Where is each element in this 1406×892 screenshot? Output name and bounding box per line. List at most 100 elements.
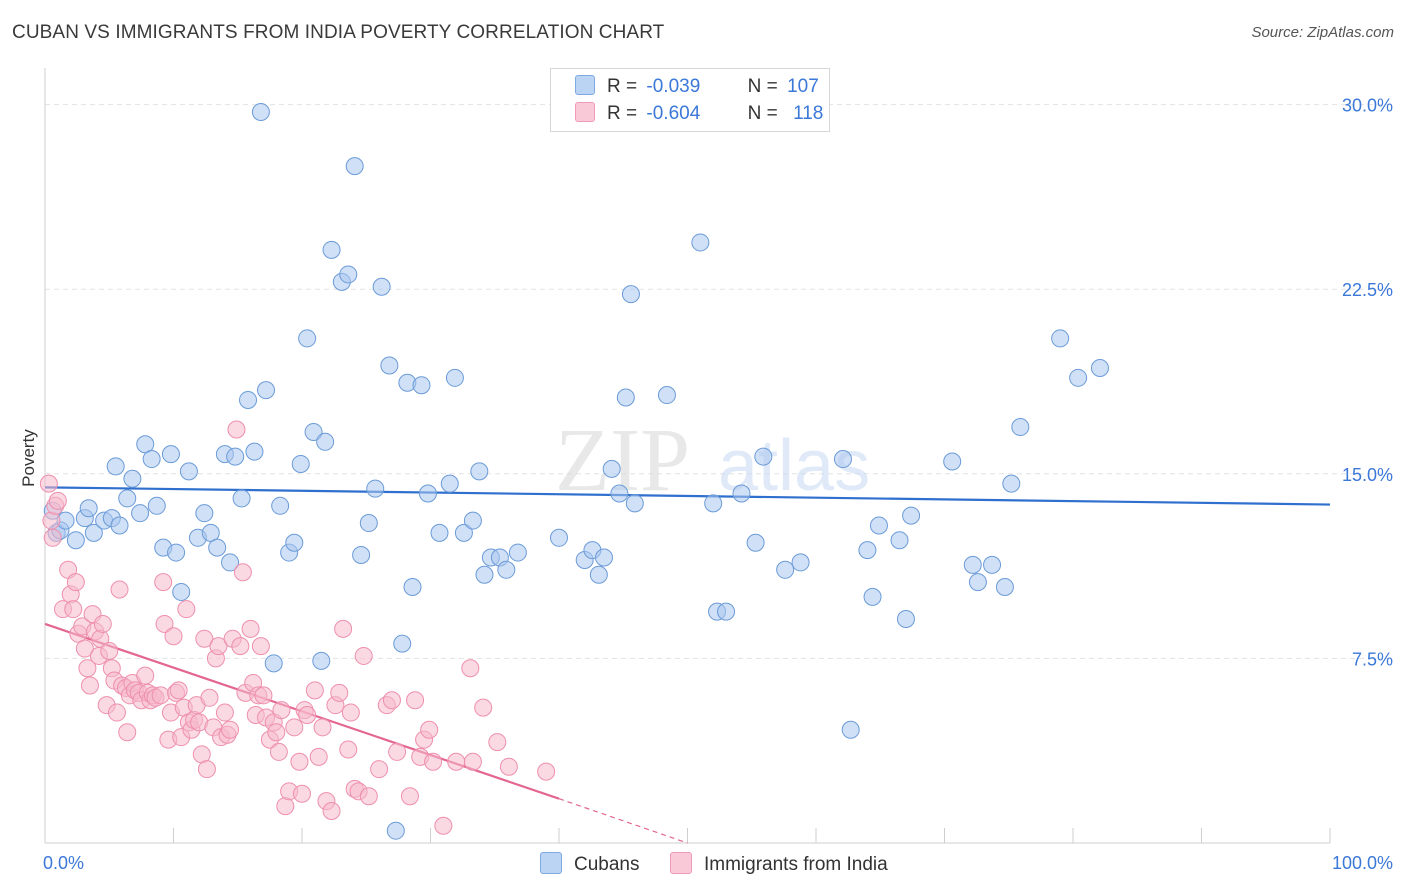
- cubans-point: [142, 450, 161, 469]
- cubans-point: [983, 555, 1002, 574]
- cubans-point: [616, 388, 635, 407]
- india-point: [155, 614, 174, 633]
- india-point: [93, 614, 112, 633]
- cubans-point: [393, 634, 412, 653]
- legend-r-label: R =: [607, 76, 638, 97]
- cubans-point: [226, 447, 245, 466]
- india-point: [118, 723, 137, 742]
- legend-n-label: N =: [747, 76, 778, 97]
- india-point: [341, 703, 360, 722]
- chart-title: CUBAN VS IMMIGRANTS FROM INDIA POVERTY C…: [12, 22, 665, 43]
- cubans-point: [366, 479, 385, 498]
- india-point: [330, 683, 349, 702]
- india-legend-icon: [670, 852, 692, 874]
- india-point: [100, 642, 119, 661]
- india-point: [434, 816, 453, 835]
- cubans-point: [1051, 329, 1070, 348]
- cubans-point: [339, 265, 358, 284]
- cubans-point: [791, 553, 810, 572]
- india-point: [354, 646, 373, 665]
- india-point: [39, 474, 58, 493]
- chart-source: Source: ZipAtlas.com: [1251, 24, 1394, 41]
- india-point: [75, 639, 94, 658]
- cubans-point: [746, 533, 765, 552]
- cubans-point: [106, 457, 125, 476]
- india-point: [241, 619, 260, 638]
- cubans-point: [863, 587, 882, 606]
- cubans-point: [167, 543, 186, 562]
- cubans-point: [380, 356, 399, 375]
- india-point: [474, 698, 493, 717]
- cubans-point: [508, 543, 527, 562]
- india-point: [309, 747, 328, 766]
- data-points: [39, 102, 1109, 840]
- legend-row-cubans: R = -0.039 N = 107: [575, 75, 819, 101]
- y-tick-label: 7.5%: [1352, 649, 1393, 669]
- cubans-point: [869, 516, 888, 535]
- india-point: [78, 659, 97, 678]
- cubans-point: [657, 386, 676, 405]
- india-point: [177, 600, 196, 619]
- cubans-point: [345, 157, 364, 176]
- cubans-point: [440, 474, 459, 493]
- india-point: [80, 676, 99, 695]
- cubans-point: [963, 555, 982, 574]
- cubans-point: [110, 516, 129, 535]
- cubans-point: [943, 452, 962, 471]
- cubans-point: [131, 504, 150, 523]
- legend-label-cubans: Cubans: [574, 854, 640, 875]
- india-point: [285, 718, 304, 737]
- india-point: [305, 681, 324, 700]
- cubans-point: [463, 511, 482, 530]
- india-point: [215, 703, 234, 722]
- cubans-point: [1069, 368, 1088, 387]
- india-point: [290, 752, 309, 771]
- cubans-point: [285, 533, 304, 552]
- cubans-point: [359, 514, 378, 533]
- india-point: [322, 802, 341, 821]
- india-point: [488, 733, 507, 752]
- india-point: [499, 757, 518, 776]
- cubans-point: [257, 381, 276, 400]
- india-point: [339, 740, 358, 759]
- india-point: [233, 563, 252, 582]
- india-point: [298, 706, 317, 725]
- legend-n-label: N =: [747, 103, 778, 124]
- watermark: ZIP atlas: [555, 411, 870, 510]
- cubans-point: [1090, 358, 1109, 377]
- india-point: [151, 686, 170, 705]
- india-point: [420, 720, 439, 739]
- cubans-point: [147, 496, 166, 515]
- india-point: [359, 787, 378, 806]
- cubans-point: [691, 233, 710, 252]
- cubans-point: [1011, 418, 1030, 437]
- india-point: [447, 752, 466, 771]
- india-point: [388, 742, 407, 761]
- india-point: [42, 511, 61, 530]
- legend-r-value: -0.039: [646, 76, 701, 97]
- india-point: [461, 659, 480, 678]
- india-point: [107, 703, 126, 722]
- cubans-point: [717, 602, 736, 621]
- cubans-point: [995, 578, 1014, 597]
- india-point: [197, 760, 216, 779]
- india-point: [537, 762, 556, 781]
- cubans-point: [172, 582, 191, 601]
- india-point: [400, 787, 419, 806]
- cubans-point: [316, 432, 335, 451]
- india-point: [251, 637, 270, 656]
- cubans-point: [271, 496, 290, 515]
- cubans-point: [179, 462, 198, 481]
- cubans-point: [594, 548, 613, 567]
- india-point: [43, 528, 62, 547]
- cubans-point: [221, 553, 240, 572]
- cubans-point: [754, 447, 773, 466]
- india-point: [313, 718, 332, 737]
- cubans-point: [66, 531, 85, 550]
- cubans-point: [1002, 474, 1021, 493]
- cubans-point: [841, 720, 860, 739]
- cubans-point: [161, 445, 180, 464]
- y-axis-title: Poverty: [19, 429, 38, 487]
- legend-r-label: R =: [607, 103, 638, 124]
- cubans-point: [550, 528, 568, 547]
